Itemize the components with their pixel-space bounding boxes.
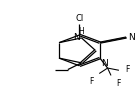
- Text: N: N: [128, 33, 135, 42]
- Text: N: N: [73, 33, 80, 42]
- Text: Cl: Cl: [75, 14, 84, 23]
- Text: F: F: [90, 76, 94, 86]
- Text: N: N: [101, 58, 107, 68]
- Text: F: F: [116, 79, 121, 88]
- Text: F: F: [125, 65, 129, 74]
- Text: H: H: [78, 27, 84, 36]
